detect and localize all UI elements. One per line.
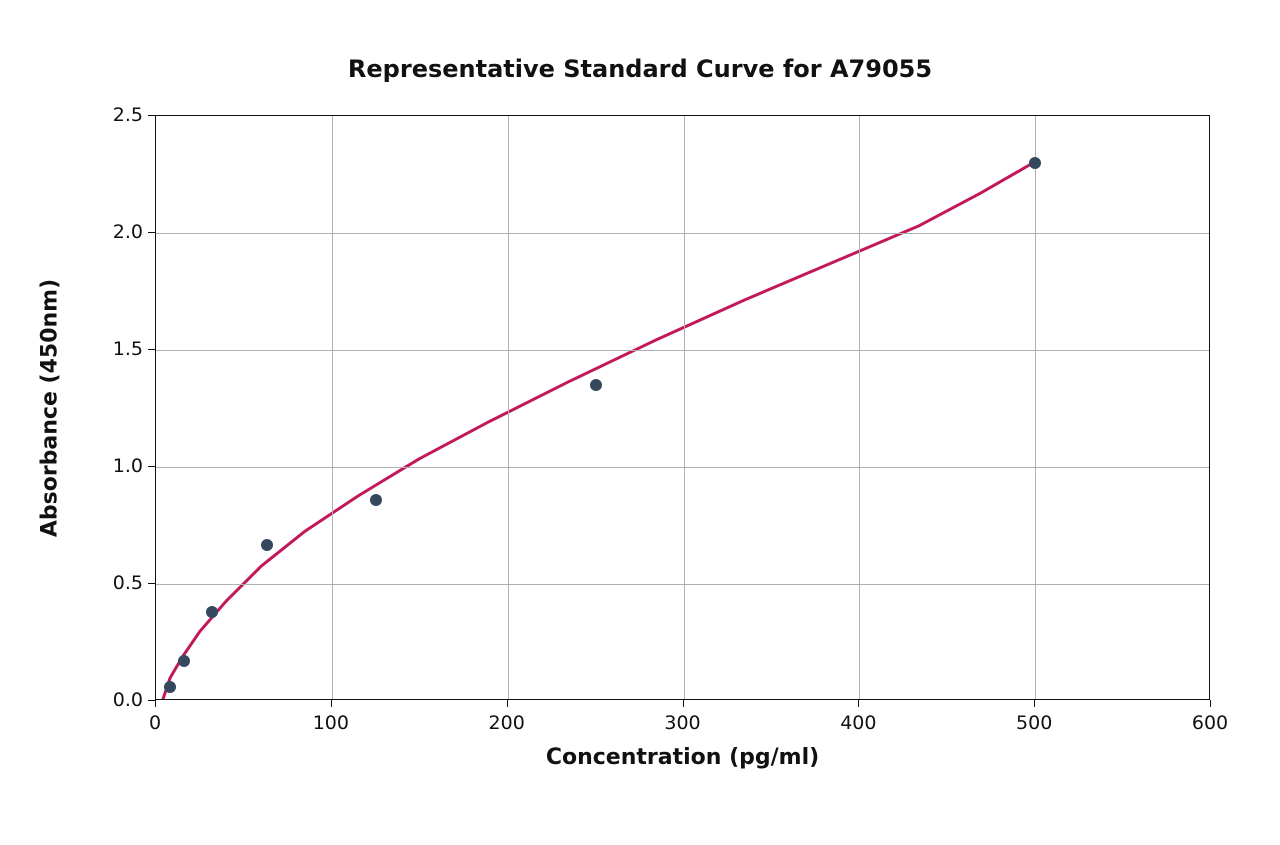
grid-line-v (1035, 116, 1036, 699)
grid-line-v (859, 116, 860, 699)
y-axis-tick-label: 1.0 (113, 455, 143, 477)
grid-line-h (156, 584, 1209, 585)
x-axis-tick-label: 500 (1016, 712, 1052, 734)
x-axis-tick-label: 400 (840, 712, 876, 734)
x-axis-tick-label: 600 (1192, 712, 1228, 734)
x-axis-tick (331, 700, 332, 707)
y-axis-tick-label: 0.0 (113, 689, 143, 711)
grid-line-h (156, 350, 1209, 351)
y-axis-tick-label: 2.0 (113, 221, 143, 243)
y-axis-tick-label: 1.5 (113, 338, 143, 360)
data-point (178, 655, 190, 667)
x-axis-tick-label: 200 (489, 712, 525, 734)
plot-area (155, 115, 1210, 700)
data-point (164, 681, 176, 693)
data-point (206, 606, 218, 618)
y-axis-tick (148, 583, 155, 584)
data-point (261, 539, 273, 551)
grid-line-v (508, 116, 509, 699)
grid-line-v (332, 116, 333, 699)
x-axis-tick (507, 700, 508, 707)
x-axis-tick-label: 300 (664, 712, 700, 734)
y-axis-tick-label: 0.5 (113, 572, 143, 594)
curve-line (156, 116, 1209, 699)
y-axis-tick (148, 466, 155, 467)
chart-container: Representative Standard Curve for A79055… (0, 0, 1280, 845)
data-point (370, 494, 382, 506)
x-axis-tick (155, 700, 156, 707)
y-axis-tick-label: 2.5 (113, 104, 143, 126)
y-axis-tick (148, 349, 155, 350)
y-axis-tick (148, 232, 155, 233)
x-axis-tick (1210, 700, 1211, 707)
y-axis-title: Absorbance (450nm) (38, 278, 63, 536)
chart-title: Representative Standard Curve for A79055 (0, 55, 1280, 83)
grid-line-h (156, 467, 1209, 468)
grid-line-h (156, 233, 1209, 234)
x-axis-tick (683, 700, 684, 707)
x-axis-title: Concentration (pg/ml) (546, 745, 819, 770)
y-axis-tick (148, 700, 155, 701)
y-axis-tick (148, 115, 155, 116)
x-axis-tick-label: 100 (313, 712, 349, 734)
x-axis-tick-label: 0 (149, 712, 161, 734)
x-axis-tick (858, 700, 859, 707)
grid-line-v (684, 116, 685, 699)
data-point (1029, 157, 1041, 169)
data-point (590, 379, 602, 391)
x-axis-tick (1034, 700, 1035, 707)
